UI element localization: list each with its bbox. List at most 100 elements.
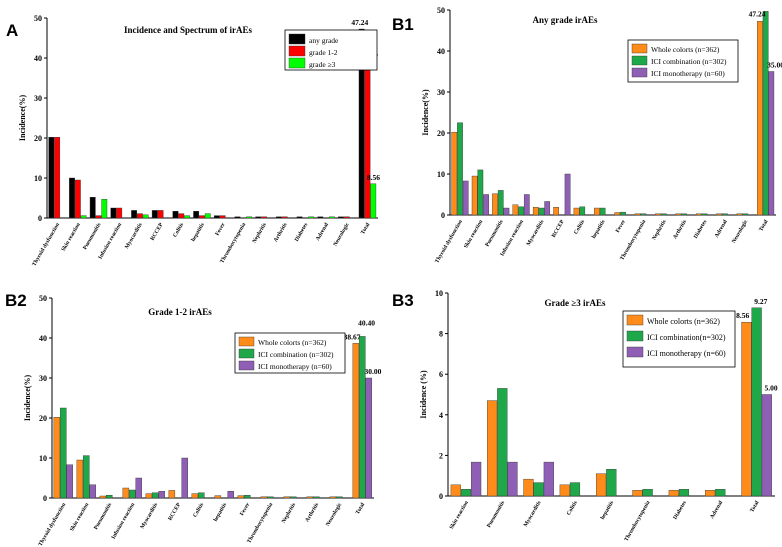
bar-b1-s1-c7 (599, 207, 606, 216)
bar-a-s0-c9 (234, 216, 241, 219)
bar-b1-s0-c8 (614, 212, 621, 216)
y-tick-label: 20 (39, 414, 47, 423)
bar-a-s0-c14 (338, 216, 344, 219)
x-category-label: Myocarditis (140, 501, 160, 530)
bar-a-s2-c9 (246, 216, 253, 219)
bar-b1-s0-c4 (532, 207, 539, 216)
legend-label: ICI combination(n=302) (647, 333, 726, 342)
bar-a-s2-c13 (328, 216, 335, 219)
bar-a-s1-c14 (343, 216, 350, 219)
bar-a-s2-c4 (142, 214, 149, 219)
bar-a-s1-c2 (95, 215, 102, 219)
bar-b3-s1-c0 (460, 489, 472, 497)
bar-b3-s1-c8 (751, 307, 762, 497)
bar-b3-s1-c4 (606, 469, 617, 497)
bar-a-s0-c2 (89, 196, 96, 219)
y-tick-label: 50 (34, 14, 42, 23)
bar-b3-s0-c1 (487, 400, 498, 497)
bar-a-s0-c6 (172, 210, 179, 219)
y-tick-label: 0 (38, 214, 42, 223)
chart-title: Incidence and Spectrum of irAEs (124, 25, 252, 35)
bar-b1-s0-c14 (736, 213, 743, 216)
total-data-label: 8.56 (367, 173, 380, 182)
legend-swatch (626, 346, 644, 358)
bar-b2-s1-c4 (152, 492, 159, 499)
bar-b1-s0-c10 (655, 213, 661, 216)
x-category-label: Thyroid dysfunction (434, 218, 464, 264)
legend: any grade grade 1-2 grade ≥3 (284, 29, 378, 71)
bar-a-s0-c8 (213, 215, 220, 219)
bar-a-s2-c2 (101, 198, 108, 219)
y-tick-label: 0 (439, 492, 443, 501)
bar-b2-s1-c9 (267, 496, 274, 499)
legend-label: ICI monotherapy (n=60) (258, 362, 332, 371)
bar-a-s1-c6 (178, 213, 185, 219)
x-category-label: Colitis (192, 501, 205, 518)
x-category-label: Fever (239, 502, 251, 517)
bar-b2-s0-c3 (122, 487, 130, 499)
bar-a-s1-c5 (157, 210, 164, 219)
legend-label: ICI monotherapy (n=60) (651, 69, 725, 78)
x-category-label: hepatitis (591, 218, 607, 239)
bar-b1-s0-c2 (492, 193, 498, 216)
x-category-label: Myocarditis (523, 499, 543, 528)
x-category-label: Diabetes (693, 218, 709, 239)
bar-b3-s2-c8 (761, 394, 772, 497)
bar-b1-s1-c3 (518, 206, 524, 216)
legend-label: ICI combination (n=302) (651, 57, 727, 66)
bar-b3-s0-c4 (596, 473, 607, 497)
y-tick-label: 40 (39, 334, 47, 343)
chart-panel-b2: B2 Grade 1-2 irAEs 0 10 20 30 40 50 Incidence(%)… (5, 291, 382, 547)
bar-b2-s2-c5 (181, 457, 188, 499)
x-category-label: Total (360, 222, 372, 236)
bar-a-s0-c1 (69, 177, 75, 219)
bar-b2-s0-c1 (76, 459, 84, 499)
legend-swatch (238, 336, 255, 347)
x-category-label: Infusion reaction (111, 501, 137, 540)
y-tick-label: 10 (34, 174, 42, 183)
bar-b1-s2-c2 (503, 207, 510, 216)
bar-b1-s2-c0 (462, 180, 469, 216)
bar-b2-s0-c12 (329, 496, 337, 499)
panel-letter: A (6, 21, 18, 40)
x-category-label: Skin reaction (69, 501, 91, 532)
legend-swatch (288, 57, 306, 69)
legend-label: grade ≥3 (309, 60, 336, 69)
bar-b3-s1-c5 (642, 489, 653, 497)
y-tick-label: 4 (439, 411, 443, 420)
bar-a-s1-c11 (281, 216, 288, 219)
x-category-label: RCCEP (167, 502, 182, 522)
bar-a-s2-c12 (308, 216, 315, 219)
bar-b3-s0-c3 (559, 484, 570, 497)
legend-swatch (288, 45, 306, 57)
x-category-label: Thrombocytopenia (624, 500, 652, 543)
bar-b1-s2-c4 (544, 201, 551, 216)
x-category-label: Pneumonitis (486, 499, 507, 529)
y-tick-label: 10 (437, 170, 445, 179)
x-category-label: Adrenal (709, 500, 724, 520)
bar-b1-s1-c15 (762, 11, 769, 216)
bar-b1-s1-c10 (660, 213, 667, 216)
x-category-label: Skin reaction (61, 221, 83, 252)
legend-label: grade 1-2 (309, 48, 338, 57)
x-category-label: Neurologic (333, 222, 351, 248)
legend-swatch (238, 360, 255, 371)
x-category-label: Fever (215, 222, 227, 237)
y-tick-label: 10 (39, 454, 47, 463)
bar-a-s1-c7 (199, 215, 205, 219)
bar-b2-s2-c1 (89, 484, 96, 499)
x-category-label: Colitis (573, 218, 586, 235)
legend-swatch (631, 55, 648, 66)
bar-a-s0-c11 (276, 216, 282, 219)
legend-swatch (631, 67, 648, 78)
bar-a-s0-c15 (358, 28, 365, 219)
bar-b2-s2-c3 (135, 477, 142, 499)
bar-b2-s0-c6 (191, 493, 199, 499)
legend-label: ICI monotherapy (n=60) (647, 349, 726, 358)
bar-b1-s0-c5 (553, 207, 560, 216)
bar-b3-s0-c0 (450, 484, 461, 497)
x-category-label: Fever (615, 219, 627, 234)
bar-b1-s0-c7 (594, 207, 600, 216)
bar-b1-s2-c5 (564, 173, 571, 216)
